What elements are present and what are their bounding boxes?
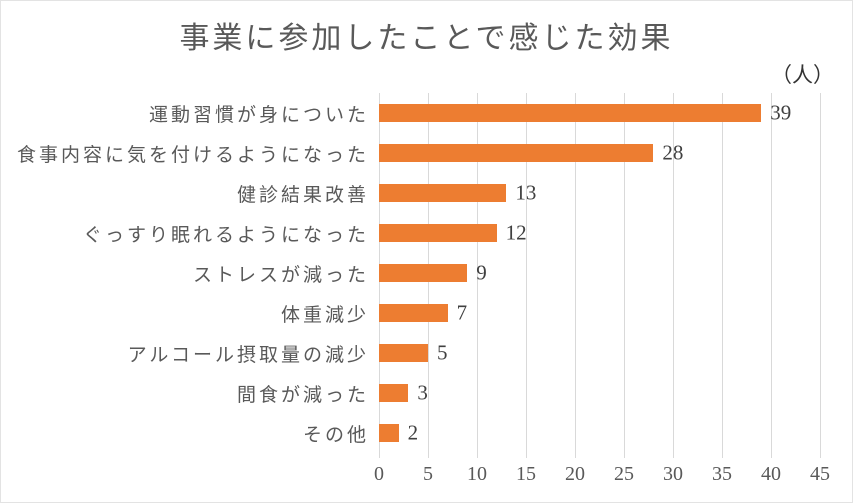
value-label: 13	[515, 180, 537, 205]
category-label: ぐっすり眠れるようになった	[82, 224, 369, 246]
plot-area: 39 28 13 12 9 7 5 3 2	[379, 93, 821, 458]
value-label: 5	[437, 340, 448, 365]
bar-row: 9	[379, 253, 820, 293]
value-label: 12	[505, 220, 527, 245]
gridline	[477, 93, 478, 453]
gridline	[673, 93, 674, 453]
bar	[379, 224, 497, 242]
bar	[379, 424, 399, 442]
value-label: 3	[417, 380, 428, 405]
tick-mark	[820, 453, 821, 458]
x-tick-label: 5	[423, 463, 433, 485]
x-axis: 0 5 10 15 20 25 30 35 40 45	[374, 463, 830, 493]
value-label: 9	[476, 260, 487, 285]
x-tick-label: 30	[663, 463, 683, 485]
bar-row: 28	[379, 133, 820, 173]
x-tick-label: 15	[516, 463, 536, 485]
x-tick-label: 40	[761, 463, 781, 485]
x-tick-label: 35	[712, 463, 732, 485]
value-label: 7	[456, 300, 468, 325]
gridline	[820, 93, 821, 453]
chart-title: 事業に参加したことで感じた効果	[179, 22, 674, 55]
bar-row: 39	[379, 93, 820, 133]
x-tick-label: 20	[565, 463, 585, 485]
bar	[379, 304, 448, 322]
bar-row: 12	[379, 213, 820, 253]
tick-mark	[624, 453, 625, 458]
bar-row: 2	[379, 413, 820, 453]
tick-mark	[428, 453, 429, 458]
value-label: 39	[770, 100, 792, 125]
tick-mark	[673, 453, 674, 458]
gridline	[624, 93, 625, 453]
tick-mark	[722, 453, 723, 458]
bar	[379, 344, 428, 362]
tick-mark	[575, 453, 576, 458]
gridline	[771, 93, 772, 453]
bar	[379, 104, 762, 122]
unit-label: （人）	[771, 63, 834, 87]
x-tick-label: 10	[467, 463, 487, 485]
category-label: 間食が減った	[236, 384, 369, 406]
category-label: 運動習慣が身についた	[148, 104, 369, 126]
bar	[379, 264, 468, 282]
bar-row: 5	[379, 333, 820, 373]
value-label: 28	[662, 140, 684, 165]
category-label: ストレスが減った	[192, 264, 369, 286]
category-label: 体重減少	[280, 304, 369, 326]
bar	[379, 144, 654, 162]
tick-mark	[526, 453, 527, 458]
tick-mark	[771, 453, 772, 458]
tick-mark	[477, 453, 478, 458]
value-label: 2	[407, 420, 419, 445]
category-label: 健診結果改善	[236, 184, 369, 206]
gridline	[526, 93, 527, 453]
tick-mark	[379, 453, 380, 458]
category-label: その他	[302, 424, 369, 446]
x-tick-label: 25	[614, 463, 634, 485]
gridline	[722, 93, 723, 453]
category-label: アルコール摂取量の減少	[127, 344, 369, 366]
x-tick-label: 45	[810, 463, 830, 485]
bar-row: 3	[379, 373, 820, 413]
category-label: 食事内容に気を付けるようになった	[16, 144, 369, 166]
x-tick-label: 0	[374, 463, 384, 485]
category-axis: 運動習慣が身についた食事内容に気を付けるようになった健診結果改善ぐっすり眠れるよ…	[1, 93, 369, 453]
bar	[379, 384, 409, 402]
bar	[379, 184, 507, 202]
bar-row: 7	[379, 293, 820, 333]
bar-row: 13	[379, 173, 820, 213]
gridline	[575, 93, 576, 453]
